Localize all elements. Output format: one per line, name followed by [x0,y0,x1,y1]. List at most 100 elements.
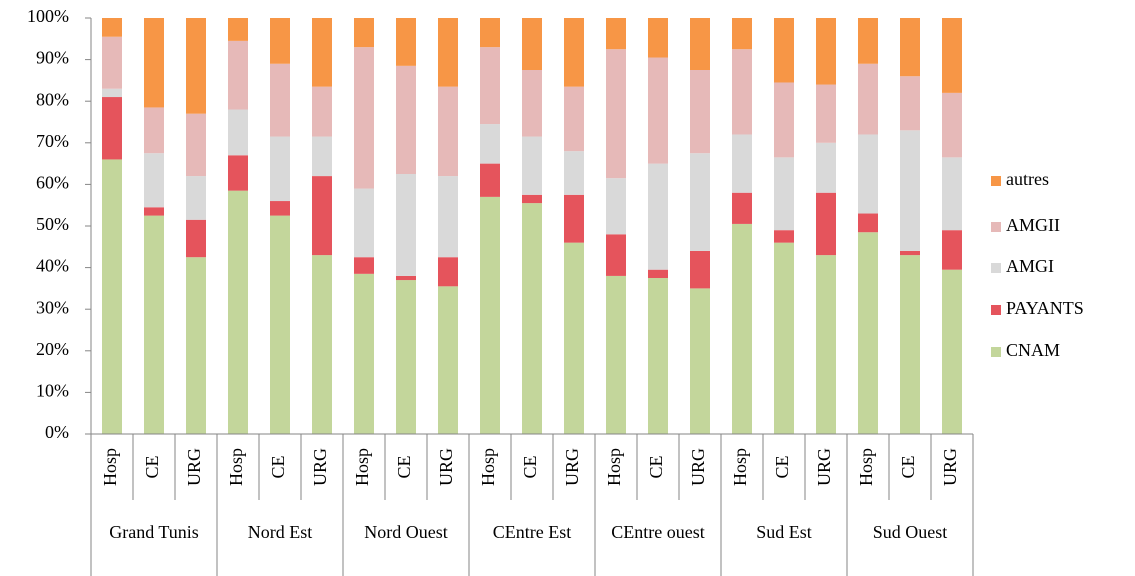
bar-segment [144,207,164,216]
x-tick-label: URG [436,448,456,486]
bar-segment [396,280,416,434]
bar-segment [312,176,332,256]
bar-segment [564,18,584,87]
bar-segment [270,215,290,434]
bar-segment [900,255,920,434]
bar-segment [480,18,500,48]
bar-segment [438,86,458,177]
bar-segment [102,18,122,37]
y-tick-label: 40% [36,256,69,276]
bar-segment [690,288,710,434]
bar-segment [144,153,164,208]
bar-segment [228,155,248,191]
x-tick-label: URG [310,448,330,486]
bar-segment [438,176,458,258]
bar-segment [606,49,626,179]
x-tick-label: CE [898,455,918,478]
bar-segment [606,178,626,235]
bar-segment [900,76,920,131]
bar-segment [312,18,332,87]
bar-segment [774,82,794,158]
bar-segment [774,18,794,83]
bar-segment [942,269,962,434]
legend-swatch [991,176,1001,186]
x-tick-label: Hosp [100,448,120,486]
y-tick-label: 70% [36,131,69,151]
bar-segment [816,255,836,434]
bar-segment [732,223,752,434]
bar-segment [354,257,374,274]
y-tick-label: 80% [36,89,69,109]
bar-segment [144,107,164,154]
group-label: CEntre Est [493,522,572,542]
bar-segment [858,63,878,135]
legend-label: autres [1006,169,1049,189]
bar-segment [228,40,248,110]
bar-segment [900,18,920,77]
bar-segment [144,18,164,108]
bar-segment [102,88,122,98]
bar-segment [690,250,710,289]
x-tick-label: Hosp [478,448,498,486]
legend-swatch [991,222,1001,232]
group-label: Sud Est [756,522,812,542]
group-label: Sud Ouest [873,522,948,542]
bar-segment [186,219,206,258]
bar-segment [690,70,710,154]
bar-segment [438,257,458,287]
bar-segment [228,109,248,156]
bar-segment [312,86,332,137]
bar-segment [270,18,290,64]
bar-segment [648,269,668,278]
bar-segment [858,232,878,434]
bar-segment [102,159,122,434]
group-label: Nord Ouest [364,522,448,542]
y-tick-label: 50% [36,214,69,234]
bar-segment [102,97,122,160]
bar-segment [564,242,584,434]
bar-segment [270,201,290,216]
y-tick-label: 60% [36,173,69,193]
x-tick-label: URG [814,448,834,486]
bar-segment [228,190,248,434]
bar-segment [480,163,500,197]
group-label: CEntre ouest [611,522,704,542]
bar-segment [522,70,542,137]
y-tick-label: 20% [36,339,69,359]
bar-segment [858,213,878,233]
bar-segment [732,49,752,135]
bar-segment [438,18,458,87]
bar-segment [228,18,248,41]
bar-segment [354,47,374,189]
bar-segment [606,234,626,276]
group-label: Grand Tunis [109,522,199,542]
bar-segment [690,18,710,70]
bar-segment [648,278,668,434]
bar-segment [312,136,332,177]
bar-segment [774,242,794,434]
bar-segment [606,18,626,50]
bar-segment [564,151,584,195]
bar-segment [270,136,290,202]
x-tick-label: CE [142,455,162,478]
bar-segment [186,176,206,220]
bar-segment [354,273,374,434]
bar-segment [732,192,752,224]
bar-segment [732,134,752,193]
y-tick-label: 100% [27,6,69,26]
group-label: Nord Est [248,522,313,542]
legend-label: CNAM [1006,340,1060,360]
legend-swatch [991,263,1001,273]
x-tick-label: CE [394,455,414,478]
bar-segment [480,196,500,434]
bar-segment [396,275,416,281]
x-tick-label: Hosp [604,448,624,486]
bar-segment [186,113,206,177]
bar-segment [522,136,542,195]
bar-segment [312,255,332,434]
bar-segment [816,142,836,193]
bar-segment [354,188,374,258]
y-tick-label: 30% [36,297,69,317]
bar-segment [816,18,836,85]
